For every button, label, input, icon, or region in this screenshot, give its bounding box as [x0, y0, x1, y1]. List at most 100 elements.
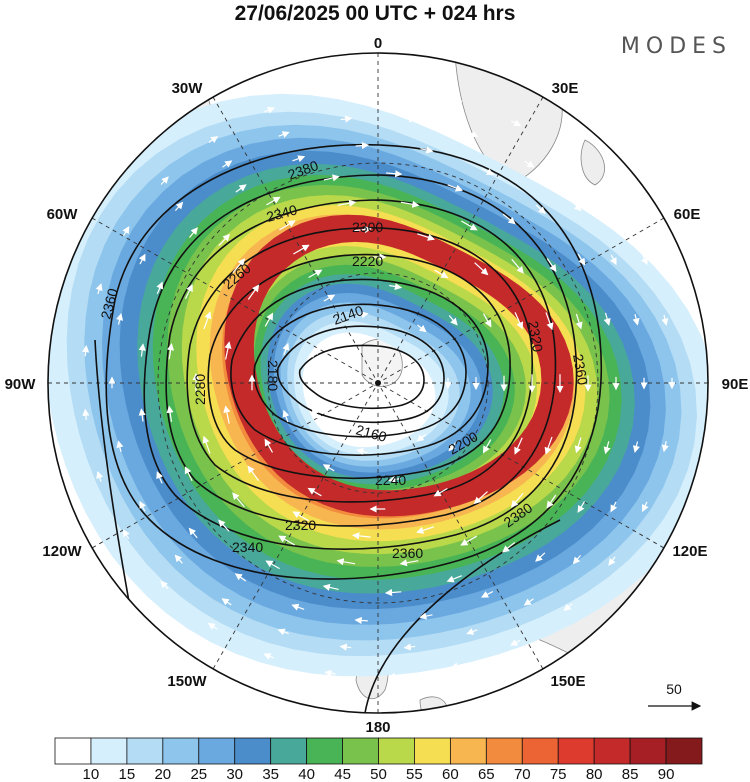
wind-vector	[451, 96, 463, 103]
wind-vector	[661, 441, 669, 453]
wind-vector	[514, 437, 523, 455]
colorbar-swatch	[414, 737, 451, 765]
isotach-band-85	[224, 214, 574, 517]
wind-vector	[603, 312, 611, 326]
svg-text:2320: 2320	[285, 517, 316, 533]
wind-vector	[564, 155, 574, 163]
wind-vector	[184, 466, 193, 482]
wind-vector	[202, 435, 211, 454]
colorbar-swatch	[449, 737, 487, 765]
wind-vector	[222, 160, 233, 168]
svg-text:2340: 2340	[265, 201, 299, 225]
wind-vector	[293, 244, 310, 255]
wind-vector	[514, 312, 524, 330]
colorbar-swatch	[485, 737, 523, 765]
wind-vector	[354, 616, 368, 625]
colorbar-tick-label: 30	[226, 766, 243, 782]
map-border	[47, 52, 709, 714]
wind-vector	[208, 136, 219, 144]
wind-vector	[434, 269, 449, 279]
wind-vector	[448, 441, 458, 452]
svg-text:30W: 30W	[172, 80, 204, 97]
svg-text:2360: 2360	[392, 545, 423, 561]
wind-vector	[473, 491, 488, 505]
colorbar-tick-label: 80	[586, 766, 603, 782]
colorbar-swatch	[162, 737, 200, 765]
wind-vector	[510, 119, 522, 127]
colorbar-tick-label: 50	[370, 766, 387, 782]
wind-vector	[481, 590, 494, 598]
wind-vector	[384, 588, 402, 597]
svg-text:150E: 150E	[550, 673, 585, 690]
wind-vector	[266, 196, 281, 206]
wind-vector	[218, 233, 231, 247]
wind-vector	[232, 258, 246, 274]
wind-vector	[563, 603, 573, 612]
wind-vector	[235, 184, 247, 193]
wind-vector	[420, 146, 434, 154]
colorbar-swatch	[629, 737, 667, 765]
height-contours	[105, 143, 602, 580]
wind-vector	[116, 440, 124, 452]
wind-vector	[264, 312, 274, 327]
wind-vector	[291, 603, 305, 611]
svg-text:2320: 2320	[525, 320, 546, 354]
wind-vector	[642, 501, 649, 513]
wind-vector	[307, 487, 322, 497]
wind-vector	[574, 437, 582, 454]
wind-vector	[433, 487, 448, 497]
wind-vector	[221, 598, 232, 606]
svg-text:2240: 2240	[375, 472, 406, 488]
wind-vector	[510, 639, 521, 646]
wind-vector	[357, 311, 369, 319]
colorbar-tick-label: 15	[119, 766, 136, 782]
wind-vector	[96, 470, 104, 482]
colorbar-swatch	[593, 737, 631, 765]
svg-text:0: 0	[374, 35, 382, 52]
wind-vector	[278, 535, 295, 546]
colorbar-tick-label: 90	[658, 766, 675, 782]
wind-vector	[160, 580, 169, 590]
wind-vector	[312, 407, 319, 419]
wind-vector	[446, 575, 463, 583]
wind-vector	[448, 315, 458, 326]
wind-vector	[572, 555, 582, 565]
wind-vector	[416, 434, 427, 442]
brand-logo: MODES	[620, 34, 732, 59]
wind-vector	[184, 284, 193, 299]
wind-vector	[523, 598, 534, 606]
wind-vector	[399, 559, 419, 567]
wind-vector	[122, 226, 130, 237]
wind-vector	[388, 85, 401, 93]
wind-vector	[544, 436, 553, 455]
wind-vector	[545, 312, 554, 331]
wind-vector	[389, 282, 403, 291]
wind-vector	[535, 204, 546, 215]
wind-vector	[292, 511, 309, 522]
svg-text:120E: 120E	[672, 543, 707, 560]
wind-vector	[502, 542, 516, 553]
wind-vector	[156, 471, 163, 484]
colorbar-swatch	[665, 737, 703, 765]
wind-vector	[264, 438, 274, 453]
svg-text:60W: 60W	[47, 206, 79, 223]
wind-vector	[324, 669, 336, 677]
wind-vector	[247, 465, 259, 481]
colorbar-swatch	[521, 737, 559, 765]
wind-vector	[160, 176, 169, 185]
wind-vector	[524, 160, 535, 168]
colorbar-swatch	[342, 737, 379, 765]
svg-text:90W: 90W	[5, 376, 37, 393]
colorbar-tick-label: 70	[514, 766, 531, 782]
colorbar-swatch	[54, 737, 92, 765]
wind-vector	[641, 254, 648, 266]
wind-vector	[322, 464, 335, 472]
wind-vector	[189, 227, 198, 238]
wind-vector	[174, 201, 184, 211]
colorbar-tick-label: 40	[298, 766, 315, 782]
wind-vector	[207, 622, 218, 630]
wind-vector	[352, 532, 371, 540]
svg-text:90E: 90E	[722, 376, 749, 393]
wind-vector	[223, 405, 231, 424]
